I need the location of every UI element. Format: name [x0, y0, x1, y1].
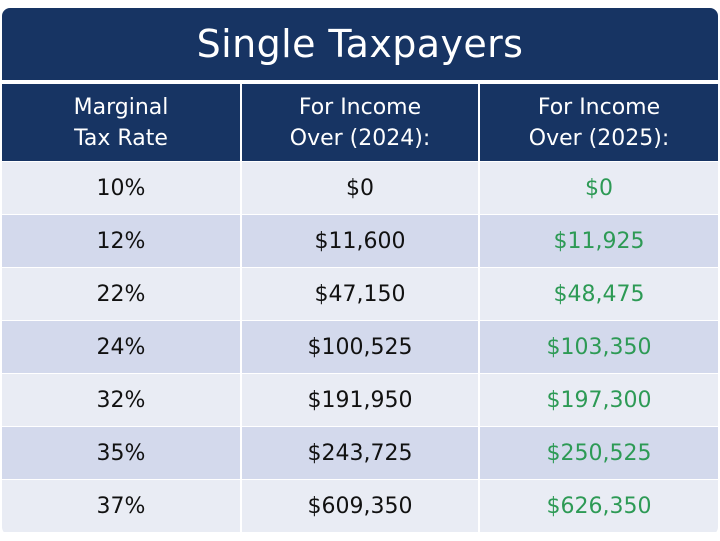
header-income-2025: For Income Over (2025):: [478, 84, 718, 161]
rate-cell: 22%: [96, 281, 146, 307]
tax-table: Single Taxpayers Marginal Tax Rate For I…: [2, 8, 718, 535]
rate-cell: 32%: [96, 387, 146, 413]
table-body: 10% $0 $0 12% $11,600 $11,925 22% $47,15…: [2, 161, 718, 532]
income-2024-cell: $47,150: [240, 268, 478, 320]
income-2024-cell: $609,350: [240, 480, 478, 532]
rate-cell: 24%: [96, 334, 146, 360]
header-marginal-tax-rate: Marginal Tax Rate: [2, 84, 240, 161]
table-title: Single Taxpayers: [2, 8, 718, 80]
income-2025-cell: $11,925: [478, 215, 718, 267]
table-row: 22% $47,150 $48,475: [2, 267, 718, 320]
income-2025-cell: $250,525: [478, 427, 718, 479]
table-row: 32% $191,950 $197,300: [2, 373, 718, 426]
table-row: 12% $11,600 $11,925: [2, 214, 718, 267]
header-line: For Income: [298, 94, 422, 120]
income-2025-cell: $197,300: [478, 374, 718, 426]
table-row: 37% $609,350 $626,350: [2, 479, 718, 532]
rate-cell: 10%: [96, 175, 146, 201]
header-line: Over (2024):: [289, 125, 431, 151]
income-2024-cell: $11,600: [240, 215, 478, 267]
income-2024-cell: $0: [240, 162, 478, 214]
income-2025-cell: $48,475: [478, 268, 718, 320]
table-row: 35% $243,725 $250,525: [2, 426, 718, 479]
header-row: Marginal Tax Rate For Income Over (2024)…: [2, 84, 718, 161]
income-2025-cell: $0: [478, 162, 718, 214]
table-row: 24% $100,525 $103,350: [2, 320, 718, 373]
income-2025-cell: $103,350: [478, 321, 718, 373]
income-2024-cell: $243,725: [240, 427, 478, 479]
header-line: Marginal: [73, 94, 169, 120]
header-income-2024: For Income Over (2024):: [240, 84, 478, 161]
header-line: Tax Rate: [74, 125, 168, 151]
income-2024-cell: $100,525: [240, 321, 478, 373]
income-2024-cell: $191,950: [240, 374, 478, 426]
rate-cell: 35%: [96, 440, 146, 466]
header-line: For Income: [537, 94, 661, 120]
rate-cell: 37%: [96, 493, 146, 519]
income-2025-cell: $626,350: [478, 480, 718, 532]
header-line: Over (2025):: [528, 125, 670, 151]
rate-cell: 12%: [96, 228, 146, 254]
table-row: 10% $0 $0: [2, 161, 718, 214]
